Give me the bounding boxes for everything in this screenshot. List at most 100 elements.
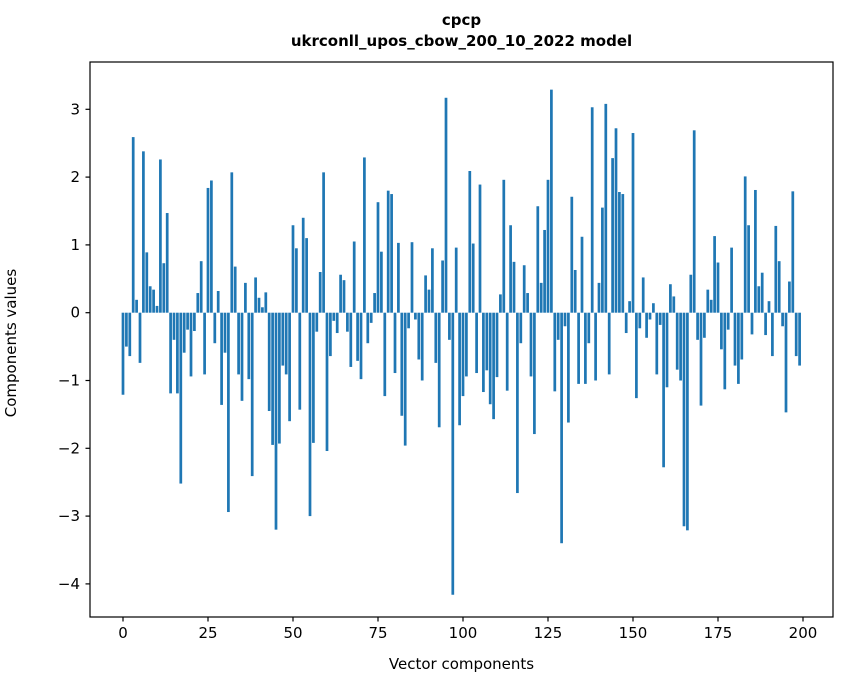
bar bbox=[737, 312, 740, 384]
bar bbox=[322, 172, 325, 313]
bar bbox=[281, 312, 285, 366]
bar bbox=[237, 312, 240, 375]
bar bbox=[305, 238, 308, 313]
bar bbox=[733, 312, 737, 366]
bar bbox=[471, 243, 475, 313]
bar bbox=[403, 312, 407, 446]
x-tick-label: 200 bbox=[789, 624, 818, 642]
bar bbox=[261, 307, 264, 313]
bar bbox=[288, 312, 291, 422]
bar bbox=[522, 265, 526, 313]
bar bbox=[434, 312, 438, 363]
bar bbox=[155, 305, 159, 313]
y-tick-label: −3 bbox=[58, 507, 80, 525]
x-tick-label: 175 bbox=[704, 624, 733, 642]
bar bbox=[638, 312, 642, 329]
bar bbox=[760, 272, 764, 313]
bar bbox=[587, 312, 591, 344]
bar bbox=[227, 312, 230, 513]
bar bbox=[658, 312, 662, 325]
bar bbox=[628, 301, 631, 313]
bar bbox=[720, 312, 723, 350]
bar bbox=[329, 312, 332, 357]
bar bbox=[488, 312, 492, 405]
bar bbox=[264, 292, 268, 313]
bar bbox=[250, 312, 254, 477]
bar bbox=[298, 312, 302, 410]
bar bbox=[247, 312, 251, 380]
x-tick-label: 0 bbox=[118, 624, 128, 642]
bar bbox=[764, 312, 767, 336]
bar bbox=[461, 312, 465, 397]
bar bbox=[312, 312, 315, 443]
bar bbox=[560, 312, 563, 544]
bar bbox=[648, 312, 652, 320]
bar bbox=[726, 312, 730, 330]
bar bbox=[233, 266, 237, 313]
bar bbox=[675, 312, 679, 370]
bar bbox=[220, 312, 223, 405]
bar bbox=[325, 312, 329, 452]
plot-border bbox=[89, 61, 834, 618]
bar bbox=[210, 180, 213, 313]
bar bbox=[563, 312, 567, 327]
bar bbox=[444, 97, 448, 313]
bar bbox=[553, 312, 557, 392]
y-tick-label: 2 bbox=[70, 168, 80, 186]
bar bbox=[393, 312, 397, 374]
bar bbox=[641, 277, 645, 313]
bar bbox=[189, 312, 193, 377]
y-tick-label: −4 bbox=[58, 575, 80, 593]
bar bbox=[407, 312, 410, 329]
bar bbox=[669, 284, 672, 313]
bar bbox=[400, 312, 404, 416]
y-axis-label: Components values bbox=[2, 268, 20, 418]
bar bbox=[162, 263, 166, 313]
bar bbox=[349, 312, 353, 367]
bar bbox=[339, 274, 342, 313]
x-tick-label: 100 bbox=[449, 624, 478, 642]
bar bbox=[798, 312, 801, 366]
bar bbox=[505, 312, 509, 391]
bar bbox=[750, 312, 754, 335]
bar bbox=[451, 312, 455, 595]
bar bbox=[301, 217, 305, 313]
bar bbox=[342, 280, 346, 313]
bar bbox=[475, 312, 478, 374]
tick-labels-group: 0 25 50 75 100 125 150 175 200 3 2 1 0 −1 −2 −3 −4 bbox=[58, 100, 817, 642]
bar bbox=[176, 312, 179, 394]
bar bbox=[390, 194, 393, 313]
bar bbox=[244, 282, 247, 313]
bar bbox=[723, 312, 727, 390]
bar bbox=[135, 299, 138, 313]
bar bbox=[193, 312, 196, 332]
bar bbox=[645, 312, 648, 338]
bar bbox=[383, 312, 387, 397]
bar bbox=[376, 202, 380, 313]
bar bbox=[441, 260, 444, 313]
bar bbox=[199, 261, 203, 313]
bar bbox=[240, 312, 244, 401]
bar bbox=[512, 261, 516, 313]
bar bbox=[614, 128, 618, 313]
bar bbox=[414, 312, 417, 320]
bar bbox=[655, 312, 659, 375]
bars-group bbox=[121, 89, 801, 595]
bar bbox=[621, 194, 625, 313]
bar bbox=[138, 312, 142, 363]
bar bbox=[573, 269, 577, 313]
x-tick-label: 50 bbox=[283, 624, 302, 642]
bar bbox=[716, 262, 720, 313]
y-tick-label: −1 bbox=[58, 372, 80, 390]
y-tick-label: −2 bbox=[58, 439, 80, 457]
bar bbox=[788, 281, 791, 313]
bar bbox=[454, 247, 458, 313]
bar bbox=[172, 312, 176, 340]
bar bbox=[635, 312, 638, 399]
bar bbox=[284, 312, 288, 375]
bar bbox=[594, 312, 597, 381]
bar bbox=[148, 286, 152, 313]
bar bbox=[121, 312, 125, 395]
bar bbox=[665, 312, 669, 388]
bar bbox=[271, 312, 274, 445]
